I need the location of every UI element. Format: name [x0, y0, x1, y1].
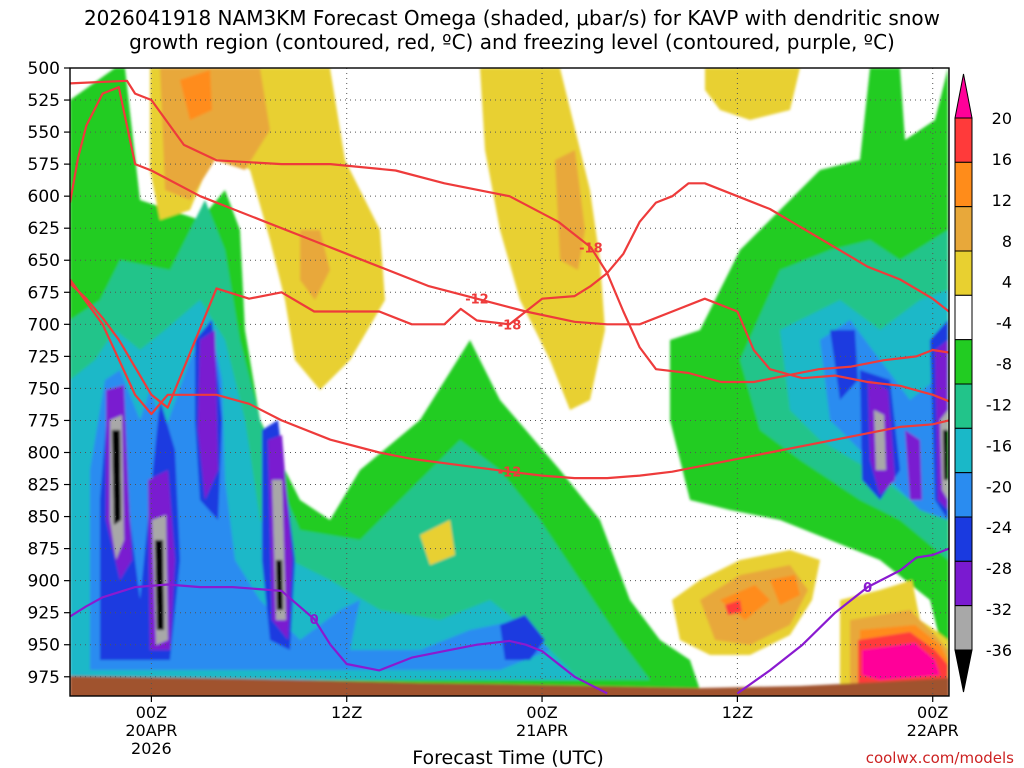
colorbar-swatch — [954, 117, 973, 163]
x-tick-label: 12Z — [722, 703, 753, 722]
freezing-level-contour-label: 0 — [863, 581, 872, 596]
colorbar-label: 4 — [1002, 273, 1012, 292]
y-tick-label: 925 — [28, 604, 60, 624]
colorbar-swatch — [954, 516, 973, 562]
x-tick-label: 2026 — [131, 739, 172, 758]
colorbar-label: -4 — [996, 314, 1012, 333]
colorbar-top-arrow — [954, 73, 973, 119]
x-tick-label: 00Z — [917, 703, 948, 722]
y-tick-label: 975 — [28, 668, 60, 688]
dgz-contour-red — [70, 182, 949, 409]
omega-shading — [70, 68, 949, 696]
y-tick-label: 825 — [28, 476, 60, 496]
dgz-contour-red — [70, 278, 949, 480]
x-axis-title: Forecast Time (UTC) — [412, 747, 603, 768]
colorbar-swatch — [954, 472, 973, 518]
omega-region-grey — [110, 410, 948, 645]
dgz-contour-red-label: -18 — [498, 318, 522, 333]
y-tick-label: 750 — [28, 379, 60, 399]
colorbar-swatch — [954, 294, 973, 341]
plot-frame — [69, 67, 950, 697]
y-tick-label: 775 — [28, 411, 60, 431]
chart-title-line1: 2026041918 NAM3KM Forecast Omega (shaded… — [83, 6, 941, 30]
colorbar-swatch — [954, 250, 973, 296]
colorbar-label: -24 — [986, 518, 1012, 537]
colorbar-label: 8 — [1002, 232, 1012, 251]
y-tick-label: 675 — [28, 283, 60, 303]
y-tick-label: 525 — [28, 91, 60, 111]
y-tick-label: 650 — [28, 251, 60, 271]
y-tick-label: 950 — [28, 636, 60, 656]
colorbar-label: -12 — [986, 395, 1012, 414]
omega-region-amber — [160, 68, 948, 690]
terrain-surface — [70, 676, 949, 696]
y-tick-label: 575 — [28, 155, 60, 175]
colorbar-label: -28 — [986, 559, 1012, 578]
x-tick-label: 00Z — [526, 703, 557, 722]
dgz-contour-red-label: -12 — [498, 466, 522, 481]
colorbar-swatch — [954, 161, 973, 208]
x-tick-label: 22APR — [907, 721, 959, 740]
colorbar-swatch — [954, 427, 973, 474]
colorbar-swatch — [954, 206, 973, 252]
colorbar-swatch — [954, 383, 973, 429]
colorbar-label: -20 — [986, 477, 1012, 496]
freezing-level-contour — [70, 583, 608, 695]
x-tick-label: 00Z — [136, 703, 167, 722]
dgz-contour-red-label: -18 — [579, 241, 603, 256]
x-tick-label: 20APR — [125, 721, 177, 740]
y-tick-label: 500 — [28, 59, 60, 79]
colorbar-label: 16 — [992, 150, 1012, 169]
omega-region-yellow-low-mid — [420, 520, 455, 565]
colorbar-label: -8 — [996, 355, 1012, 374]
dgz-contour-red — [70, 86, 949, 403]
dgz-contour-red-label: -12 — [465, 293, 489, 308]
y-tick-label: 625 — [28, 219, 60, 239]
y-tick-label: 600 — [28, 187, 60, 207]
y-tick-label: 550 — [28, 123, 60, 143]
colorbar-swatch — [954, 339, 973, 385]
x-tick-label: 12Z — [331, 703, 362, 722]
colorbar-swatch — [954, 605, 973, 651]
y-tick-label: 850 — [28, 508, 60, 528]
chart-title-line2: growth region (contoured, red, ºC) and f… — [129, 30, 895, 54]
colorbar-label: 20 — [992, 109, 1012, 128]
colorbar-label: -32 — [986, 600, 1012, 619]
colorbar-label: -16 — [986, 436, 1012, 455]
y-tick-label: 875 — [28, 540, 60, 560]
colorbar-bottom-arrow — [954, 649, 973, 693]
y-tick-label: 800 — [28, 443, 60, 463]
colorbar-label: 12 — [992, 191, 1012, 210]
y-tick-label: 700 — [28, 315, 60, 335]
colorbar-swatch — [954, 560, 973, 607]
freezing-level-contour — [736, 547, 949, 695]
omega-region-magenta — [862, 643, 940, 680]
credit-text: coolwx.com/models — [866, 749, 1014, 767]
y-tick-label: 900 — [28, 572, 60, 592]
x-tick-label: 21APR — [516, 721, 568, 740]
y-tick-label: 725 — [28, 347, 60, 367]
freezing-level-contour-label: 0 — [310, 613, 319, 628]
colorbar-label: -36 — [986, 641, 1012, 660]
omega-region-yellow-top-right — [705, 68, 800, 120]
